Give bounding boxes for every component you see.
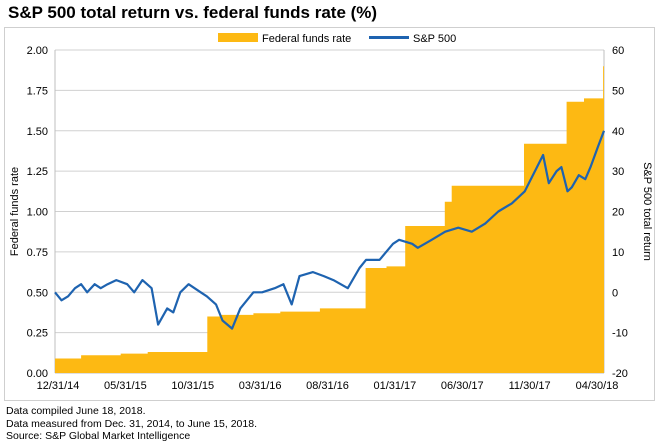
legend-swatch-sp500 [369, 36, 409, 39]
chart-frame [4, 27, 655, 401]
right-tick-label: -10 [612, 328, 628, 340]
footnote-compiled: Data compiled June 18, 2018. [6, 405, 146, 417]
legend-label-fed-funds: Federal funds rate [262, 33, 351, 45]
right-tick-label: 30 [612, 166, 624, 178]
left-tick-label: 0.50 [27, 287, 48, 299]
x-tick-label: 01/31/17 [373, 380, 416, 392]
footnotes: Data compiled June 18, 2018. Data measur… [6, 405, 257, 443]
x-tick-label: 11/30/17 [509, 380, 551, 392]
right-tick-label: 0 [612, 287, 618, 299]
fed-funds-area [55, 66, 604, 373]
left-tick-label: 0.25 [27, 328, 48, 340]
fed-funds-area-layer [55, 66, 604, 373]
right-tick-label: 60 [612, 45, 624, 57]
x-tick-label: 10/31/15 [171, 380, 214, 392]
right-tick-label: 40 [612, 126, 624, 138]
x-tick-label: 03/31/16 [239, 380, 282, 392]
right-tick-label: 10 [612, 247, 624, 259]
right-axis-title: S&P 500 total return [641, 162, 653, 261]
x-tick-label: 04/30/18 [576, 380, 619, 392]
legend: Federal funds rate S&P 500 [218, 33, 456, 45]
x-tick-label: 12/31/14 [37, 380, 80, 392]
axis-layer: 0.00 0.25 0.50 0.75 1.00 1.25 1.50 1.75 2.00 -20 -… [9, 45, 653, 392]
left-tick-label: 1.00 [27, 207, 48, 219]
left-tick-label: 1.25 [27, 166, 48, 178]
x-tick-label: 06/30/17 [441, 380, 484, 392]
left-tick-label: 2.00 [27, 45, 48, 57]
right-tick-label: -20 [612, 368, 628, 380]
left-axis-title: Federal funds rate [9, 167, 21, 256]
x-tick-label: 08/31/16 [306, 380, 349, 392]
legend-swatch-fed-funds [218, 33, 258, 42]
sp500-line-layer [54, 130, 606, 330]
left-tick-label: 1.75 [27, 85, 48, 97]
legend-label-sp500: S&P 500 [413, 33, 456, 45]
left-tick-label: 0.00 [27, 368, 48, 380]
footnote-source: Source: S&P Global Market Intelligence [6, 430, 191, 442]
right-tick-label: 20 [612, 207, 624, 219]
x-tick-label: 05/31/15 [104, 380, 147, 392]
chart: 0.00 0.25 0.50 0.75 1.00 1.25 1.50 1.75 2.00 -20 -… [9, 33, 653, 392]
left-tick-label: 1.50 [27, 126, 48, 138]
chart-title: S&P 500 total return vs. federal funds r… [8, 3, 378, 22]
sp500-line [54, 130, 606, 330]
right-tick-label: 50 [612, 85, 624, 97]
footnote-period: Data measured from Dec. 31, 2014, to Jun… [6, 417, 257, 430]
left-tick-label: 0.75 [27, 247, 48, 259]
